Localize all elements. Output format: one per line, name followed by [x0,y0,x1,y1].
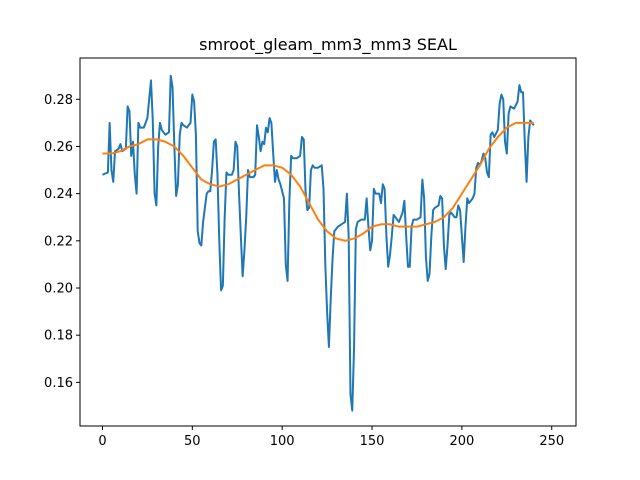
y-tick-label: 0.22 [44,234,73,249]
y-tick-label: 0.20 [44,282,73,297]
x-axis: 0 50 100 150 200 250 [98,426,564,449]
series-layer [102,74,535,412]
series-line-1 [102,74,535,412]
x-tick-label: 100 [270,434,295,449]
plot-frame [79,57,577,427]
y-tick-label: 0.16 [44,376,73,391]
y-axis: 0.16 0.18 0.20 0.22 0.24 0.26 0.28 [44,93,80,391]
x-tick-label: 150 [360,434,385,449]
x-tick-label: 200 [449,434,474,449]
series-line-2 [102,121,534,242]
x-tick-label: 50 [184,434,201,449]
y-tick-label: 0.18 [44,329,73,344]
x-tick-label: 250 [539,434,564,449]
chart-title: smroot_gleam_mm3_mm3 SEAL [199,35,457,55]
x-tick-label: 0 [98,434,106,449]
y-tick-label: 0.26 [44,140,73,155]
y-tick-label: 0.24 [44,187,73,202]
y-tick-label: 0.28 [44,93,73,108]
